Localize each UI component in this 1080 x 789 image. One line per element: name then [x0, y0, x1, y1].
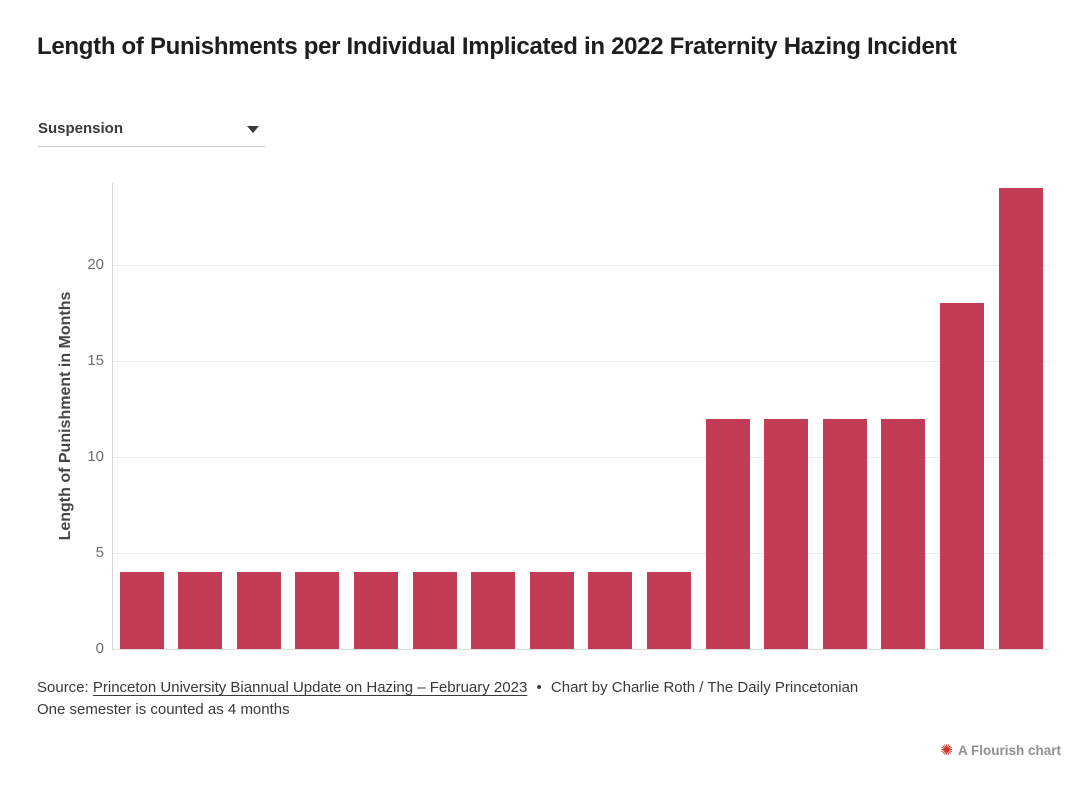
flourish-attribution-link[interactable]: ✺ A Flourish chart — [940, 743, 1061, 758]
page-title: Length of Punishments per Individual Imp… — [37, 33, 957, 60]
bar-12[interactable] — [764, 418, 809, 649]
gridline-y-20 — [112, 265, 1050, 266]
y-tick-label-5: 5 — [95, 544, 104, 561]
gridline-y-5 — [112, 553, 1050, 554]
flourish-attribution-label: A Flourish chart — [957, 743, 1061, 758]
gridline-y-0 — [112, 649, 1050, 650]
footnote: One semester is counted as 4 months — [37, 701, 290, 718]
y-tick-label-10: 10 — [87, 448, 104, 465]
bar-11[interactable] — [705, 418, 750, 649]
bar-14[interactable] — [881, 418, 926, 649]
bar-6[interactable] — [412, 572, 457, 649]
bar-5[interactable] — [353, 572, 398, 649]
separator-bullet: • — [536, 679, 542, 696]
filter-dropdown[interactable]: Suspension — [38, 120, 265, 147]
bar-2[interactable] — [178, 572, 223, 649]
bar-4[interactable] — [295, 572, 340, 649]
y-axis-title: Length of Punishment in Months — [57, 291, 74, 541]
y-tick-label-20: 20 — [87, 256, 104, 273]
bar-7[interactable] — [471, 572, 516, 649]
bar-10[interactable] — [646, 572, 691, 649]
y-axis-line — [112, 183, 113, 649]
source-prefix: Source: — [37, 679, 89, 696]
chevron-down-icon — [247, 126, 259, 133]
footer: Source: Princeton University Biannual Up… — [37, 677, 1017, 721]
flourish-starburst-icon: ✺ — [940, 742, 953, 759]
filter-dropdown-value: Suspension — [38, 120, 124, 137]
bar-16[interactable] — [998, 188, 1043, 649]
bar-15[interactable] — [939, 303, 984, 649]
bar-13[interactable] — [822, 418, 867, 649]
source-line: Source: Princeton University Biannual Up… — [37, 677, 1017, 699]
credit-text: Chart by Charlie Roth / The Daily Prince… — [550, 679, 859, 696]
bar-9[interactable] — [588, 572, 633, 649]
bar-8[interactable] — [529, 572, 574, 649]
y-tick-label-15: 15 — [87, 352, 104, 369]
bar-1[interactable] — [119, 572, 164, 649]
gridline-y-15 — [112, 361, 1050, 362]
gridline-y-10 — [112, 457, 1050, 458]
source-link[interactable]: Princeton University Biannual Update on … — [92, 679, 528, 696]
bar-3[interactable] — [236, 572, 281, 649]
y-tick-label-0: 0 — [95, 640, 104, 657]
